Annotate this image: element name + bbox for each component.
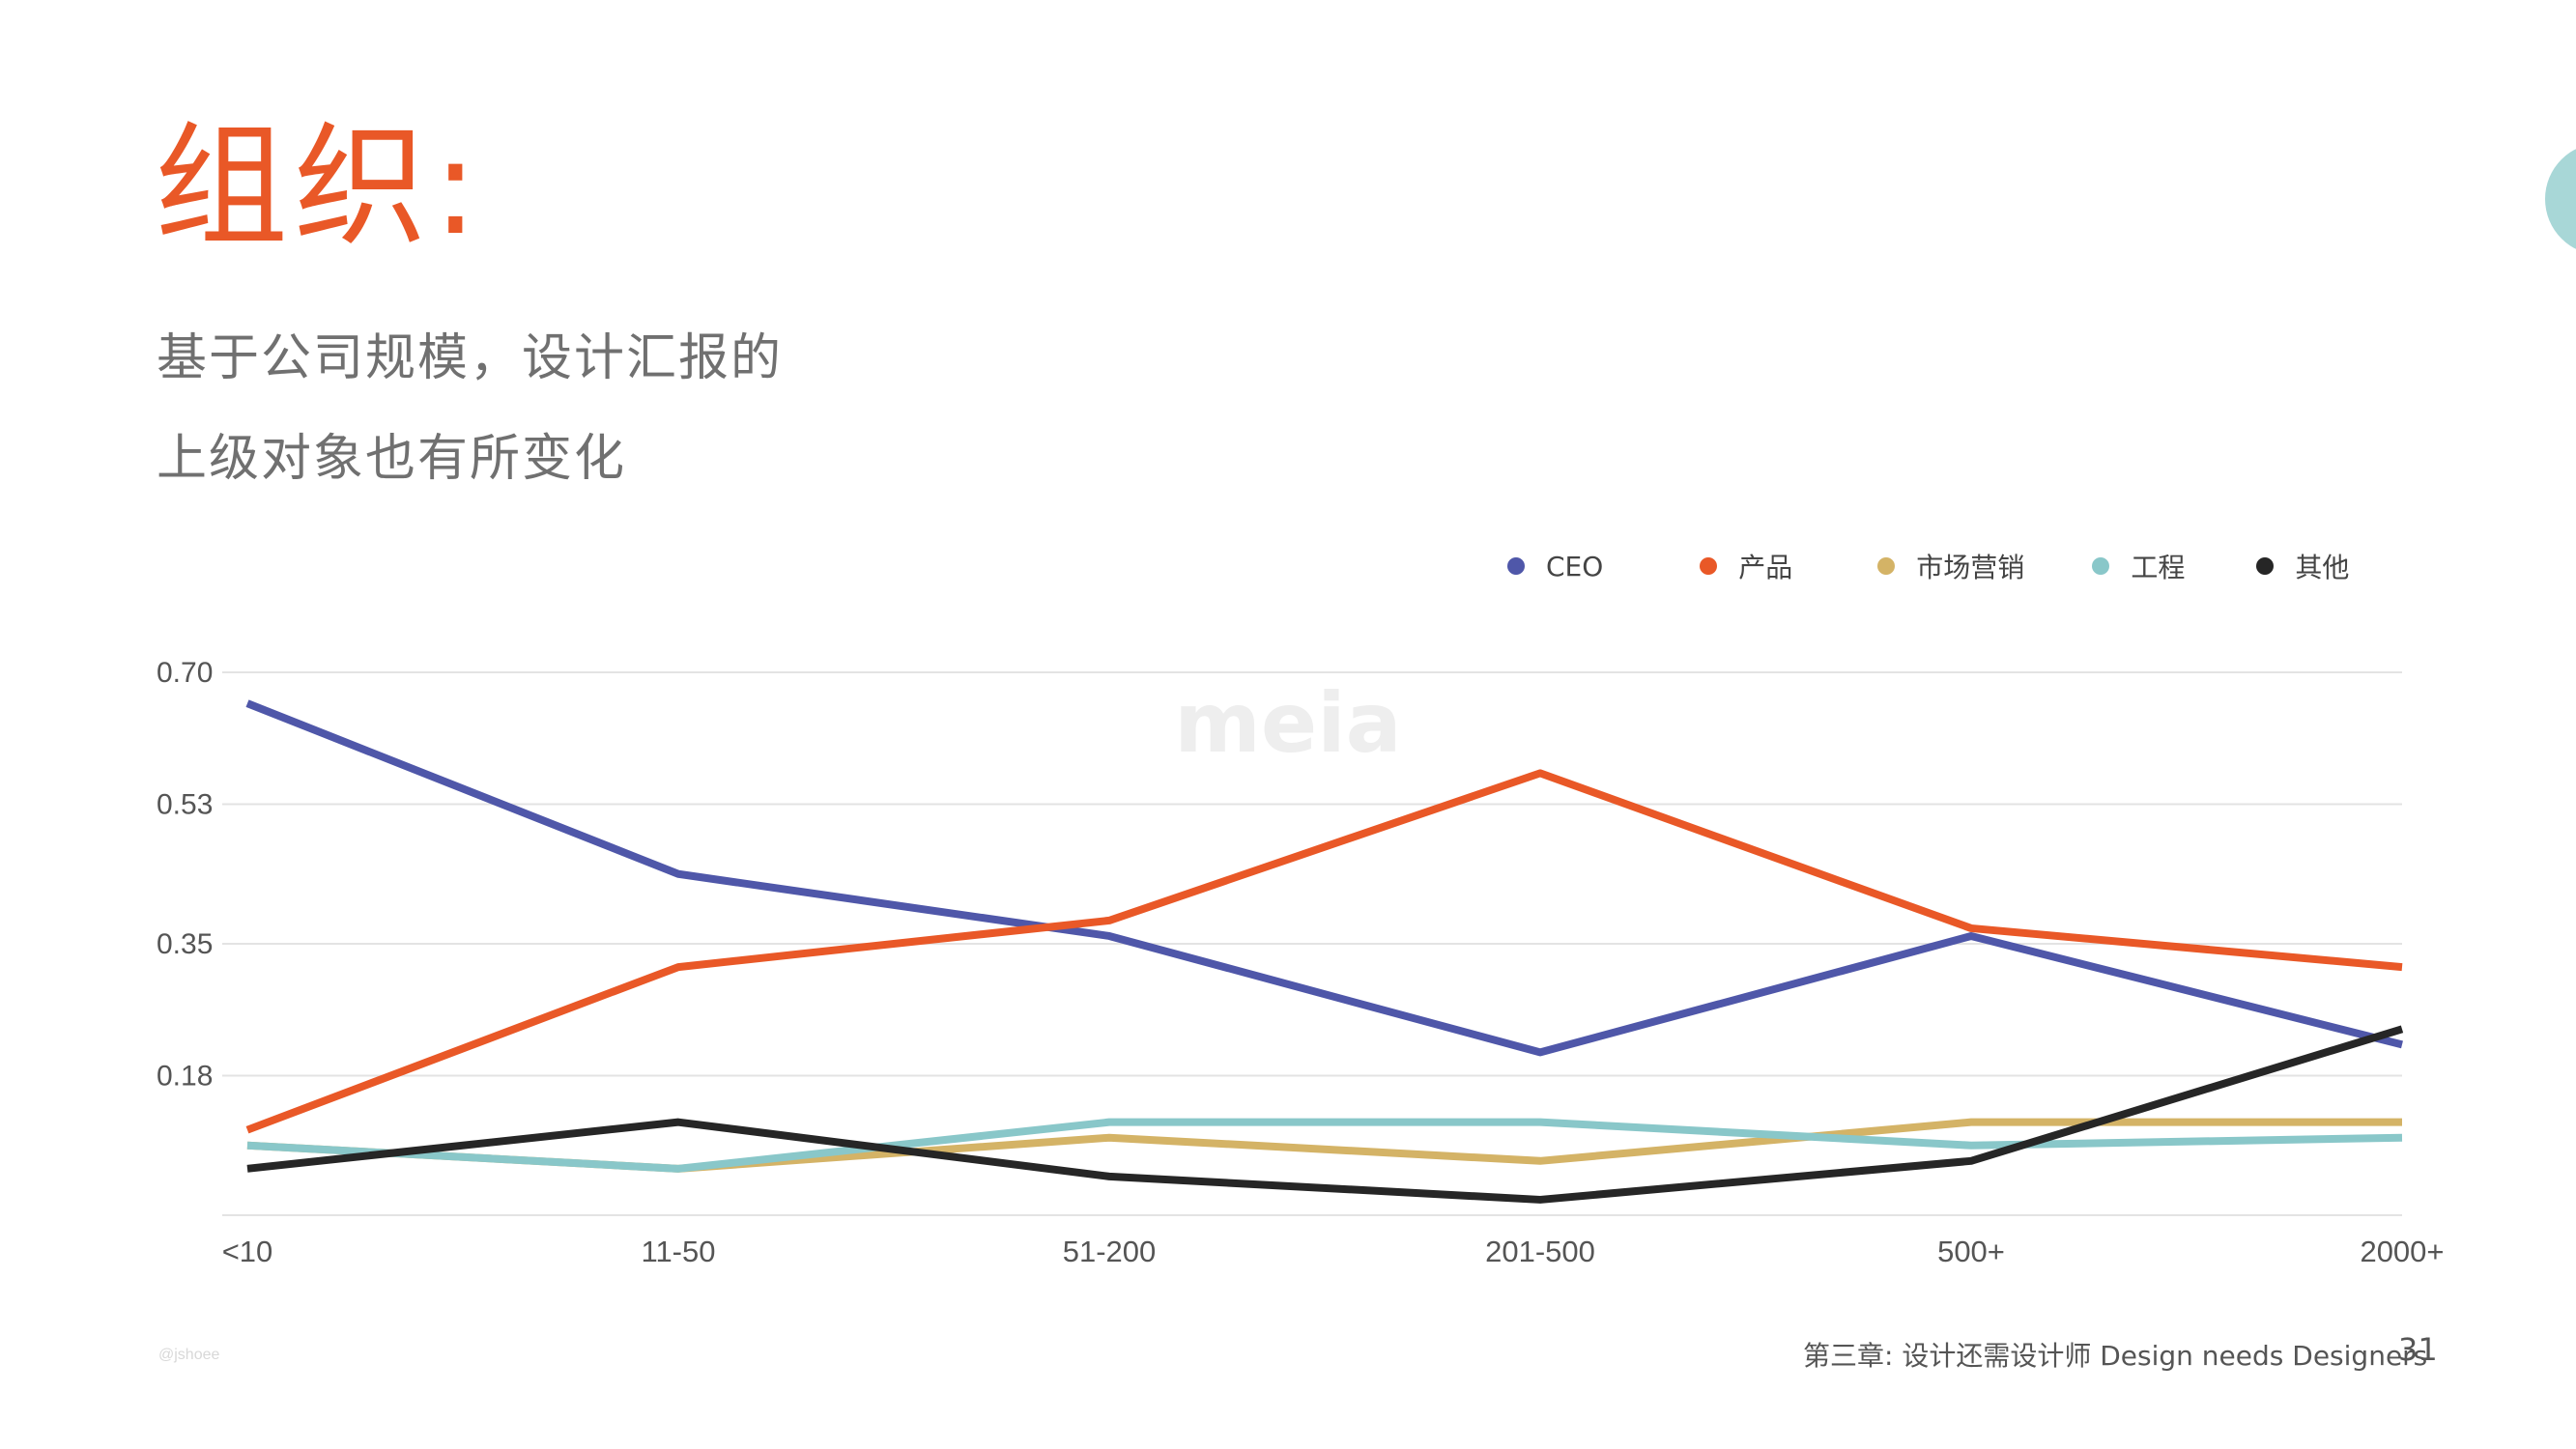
- series-line-4: [246, 1025, 2404, 1204]
- y-axis-ticks: 0.70 0.53 0.35 0.18: [157, 657, 213, 1092]
- legend-item: 市场营销: [1877, 547, 2024, 585]
- legend-item: 工程: [2092, 547, 2185, 585]
- legend-item: CEO: [1507, 547, 1603, 585]
- chart-legend: CEO 产品 市场营销 工程 其他: [1507, 547, 2349, 585]
- x-tick-label: 500+: [1937, 1235, 2005, 1268]
- legend-swatch: [1507, 557, 1525, 575]
- y-tick-label: 0.18: [157, 1060, 213, 1092]
- legend-item: 其他: [2256, 547, 2349, 585]
- legend-swatch: [2256, 557, 2275, 575]
- series-line-1: [245, 769, 2403, 1134]
- chart-watermark: meia: [1174, 675, 1401, 772]
- chart-grid: [222, 671, 2402, 1216]
- legend-swatch: [2092, 557, 2110, 575]
- legend-label: 工程: [2131, 552, 2186, 583]
- slide-title: 组织:: [155, 109, 484, 265]
- x-tick-label: <10: [222, 1235, 273, 1268]
- legend-item: 产品: [1700, 547, 1792, 585]
- x-tick-label: 2000+: [2360, 1235, 2444, 1268]
- legend-swatch: [1877, 557, 1896, 575]
- author-handle: @jshoee: [158, 1347, 220, 1363]
- legend-label: 市场营销: [1916, 552, 2025, 583]
- legend-swatch: [1700, 557, 1718, 575]
- chart-series-lines: [245, 699, 2404, 1204]
- x-tick-label: 201-500: [1485, 1235, 1595, 1268]
- y-tick-label: 0.35: [157, 928, 213, 960]
- legend-label: 其他: [2295, 552, 2350, 583]
- x-axis-ticks: <10 11-50 51-200 201-500 500+ 2000+: [222, 1235, 2445, 1268]
- series-line-3: [246, 1118, 2403, 1173]
- slide-subtitle-line2: 上级对象也有所变化: [157, 430, 627, 488]
- page-number: 31: [2398, 1331, 2438, 1368]
- y-tick-label: 0.70: [157, 657, 213, 689]
- legend-label: 产品: [1738, 552, 1793, 583]
- series-line-0: [245, 699, 2403, 1057]
- legend-label: CEO: [1546, 550, 1604, 582]
- y-tick-label: 0.53: [157, 788, 213, 820]
- x-tick-label: 11-50: [642, 1235, 716, 1268]
- footer-chapter-note: 第三章: 设计还需设计师 Design needs Designers: [1803, 1340, 2428, 1372]
- slide-subtitle-line1: 基于公司规模，设计汇报的: [157, 329, 784, 387]
- x-tick-label: 51-200: [1063, 1235, 1157, 1268]
